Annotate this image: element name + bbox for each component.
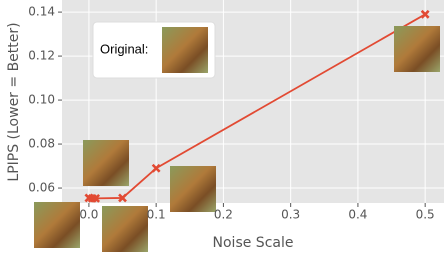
x-tick-label: 0.1 bbox=[147, 208, 166, 222]
x-tick-label: 0.0 bbox=[79, 208, 98, 222]
chart: Original: Noise Scale LPIPS (Lower = Bet… bbox=[0, 0, 444, 256]
annotation-text: Original: bbox=[100, 41, 148, 56]
x-tick-label: 0.2 bbox=[214, 208, 233, 222]
x-axis-label: Noise Scale bbox=[213, 235, 294, 251]
thumbnail bbox=[162, 27, 208, 73]
x-tick-label: 0.5 bbox=[416, 208, 435, 222]
x-tick-label: 0.4 bbox=[348, 208, 367, 222]
y-tick-label: 0.08 bbox=[28, 137, 55, 151]
y-tick-label: 0.12 bbox=[28, 49, 55, 63]
annotation-box: Original: bbox=[93, 22, 215, 78]
thumbnail bbox=[394, 26, 440, 72]
y-tick-label: 0.06 bbox=[28, 181, 55, 195]
y-tick-label: 0.14 bbox=[28, 5, 55, 19]
thumbnail bbox=[83, 140, 129, 186]
thumbnail bbox=[170, 166, 216, 212]
thumbnail bbox=[102, 206, 148, 252]
thumbnail bbox=[34, 202, 80, 248]
y-tick-label: 0.10 bbox=[28, 93, 55, 107]
page: {"chart_data": {"type": "line", "xlabel"… bbox=[0, 0, 444, 256]
x-tick-label: 0.3 bbox=[281, 208, 300, 222]
y-axis-label: LPIPS (Lower = Better) bbox=[6, 22, 22, 181]
